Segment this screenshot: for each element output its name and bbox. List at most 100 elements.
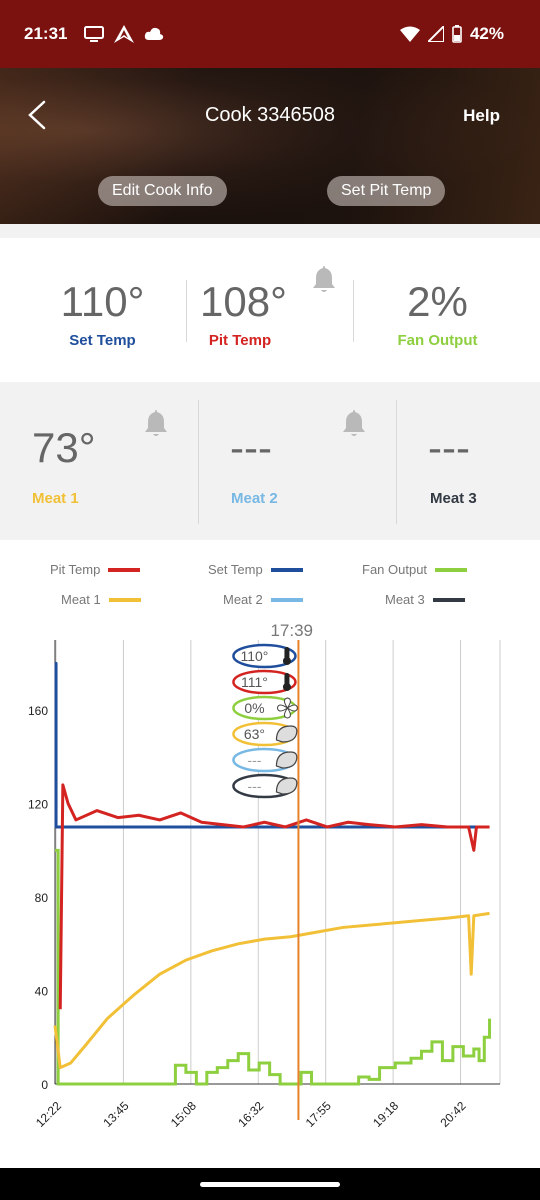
set-temp-value: 110°: [60, 278, 145, 325]
meat-icon: [275, 725, 298, 743]
legend-swatch: [270, 567, 303, 572]
meat-2-label: Meat 2: [231, 490, 278, 507]
x-tick-label: 12:22: [33, 1098, 64, 1129]
legend-label: Set Temp: [208, 562, 263, 577]
y-tick-label: 120: [28, 798, 48, 812]
y-tick-label: 160: [28, 704, 48, 718]
meat-2-value: ---: [230, 424, 272, 471]
battery-percent: 42%: [469, 24, 504, 43]
series-line-set-temp: [54, 661, 490, 829]
chart-svg[interactable]: 12:22 13:45 15:08 16:32 17:55 19:18 20:42 0 40 80…: [0, 540, 540, 1168]
x-tick-label: 16:32: [235, 1098, 266, 1129]
legend-item[interactable]: Fan Output: [362, 562, 468, 577]
meat-1-alarm-bell-icon[interactable]: [143, 408, 169, 438]
status-notification-icons: [84, 25, 164, 43]
help-button[interactable]: Help: [463, 106, 500, 125]
cursor-value-text: ---: [247, 752, 261, 768]
wifi-icon: [399, 26, 420, 42]
legend-label: Fan Output: [362, 562, 428, 577]
cursor-time: 17:39: [270, 621, 313, 640]
thermometer-icon: [284, 673, 290, 686]
series-line-meat-1: [53, 911, 490, 1070]
meat-2-alarm-bell-icon[interactable]: [341, 408, 367, 438]
cursor-value-text: 110°: [240, 648, 268, 664]
section-spacer: [0, 224, 540, 238]
home-gesture-handle[interactable]: [200, 1182, 340, 1187]
battery-icon: [452, 25, 462, 43]
cursor-value-badge: [232, 669, 297, 695]
fan-output-stat[interactable]: 2% Fan Output: [385, 278, 490, 349]
temperature-chart: Pit Temp Set Temp Fan Output Meat 1 Meat 2 Me…: [0, 540, 540, 1168]
cursor-value-text: ---: [247, 778, 261, 794]
fan-output-label: Fan Output: [397, 332, 478, 349]
meat-1-label: Meat 1: [32, 490, 79, 507]
pit-temp-stat[interactable]: 108° Pit Temp: [200, 278, 287, 349]
legend-label: Meat 1: [61, 592, 101, 607]
cast-icon: [84, 26, 104, 42]
arrow-logo-icon: [114, 25, 134, 43]
back-arrow-icon[interactable]: [22, 98, 52, 132]
meat-2-panel[interactable]: --- Meat 2: [199, 382, 396, 540]
series-line-pit-temp: [58, 783, 490, 1010]
x-tick-label: 20:42: [438, 1098, 469, 1129]
legend-item[interactable]: Meat 3: [385, 592, 465, 607]
legend-label: Pit Temp: [50, 562, 101, 577]
pit-temp-value: 108°: [200, 278, 287, 325]
legend-swatch: [432, 597, 465, 602]
cursor-value-text: 63°: [244, 726, 265, 742]
status-time: 21:31: [24, 24, 68, 43]
navigation-bar: [0, 1168, 540, 1200]
meat-icon: [275, 751, 298, 769]
legend-swatch: [108, 597, 141, 602]
legend-swatch: [108, 567, 141, 572]
x-tick-label: 13:45: [100, 1098, 131, 1129]
cursor-value-badge: [232, 643, 297, 669]
series-line-fan-output: [55, 848, 492, 1086]
legend-item[interactable]: Set Temp: [208, 562, 303, 577]
pit-alarm-bell-icon[interactable]: [311, 264, 337, 294]
cursor-value-text: 0%: [244, 700, 264, 716]
divider: [353, 280, 354, 342]
signal-icon: [427, 26, 444, 42]
status-right: 42%: [399, 24, 504, 44]
legend-label: Meat 2: [223, 592, 263, 607]
divider: [198, 400, 199, 524]
y-tick-label: 40: [35, 985, 49, 999]
header: Cook 3346508 Help Edit Cook Info Set Pit…: [0, 68, 540, 224]
x-tick-label: 15:08: [168, 1098, 199, 1129]
thermometer-icon: [284, 647, 290, 660]
meat-1-value: 73°: [32, 424, 96, 471]
page-title: Cook 3346508: [204, 104, 336, 126]
meat-3-value: ---: [428, 424, 470, 471]
cursor-value-text: 111°: [241, 674, 268, 690]
meat-icon: [275, 777, 298, 795]
legend-item[interactable]: Pit Temp: [50, 562, 141, 577]
legend-item[interactable]: Meat 1: [61, 592, 141, 607]
edit-cook-info-button[interactable]: Edit Cook Info: [98, 176, 227, 206]
meat-3-label: Meat 3: [430, 490, 477, 507]
y-tick-label: 0: [41, 1078, 48, 1092]
fan-output-value: 2%: [407, 278, 468, 325]
thermometer-icon: [282, 683, 291, 691]
meat-3-panel[interactable]: --- Meat 3: [397, 382, 540, 540]
status-bar: 21:31 42%: [0, 0, 540, 68]
temperature-stats: 110° Set Temp 108° Pit Temp 2% Fan Outpu…: [0, 238, 540, 382]
x-tick-label: 17:55: [303, 1098, 334, 1129]
legend-swatch: [270, 597, 303, 602]
legend-label: Meat 3: [385, 592, 425, 607]
divider: [396, 400, 397, 524]
thermometer-icon: [282, 657, 291, 665]
set-temp-stat[interactable]: 110° Set Temp: [55, 278, 150, 349]
meat-probes: 73° Meat 1 --- Meat 2 --- Meat 3: [0, 382, 540, 540]
divider: [186, 280, 187, 342]
fan-icon: [276, 697, 298, 719]
legend-swatch: [435, 567, 468, 572]
set-temp-label: Set Temp: [69, 332, 136, 349]
meat-1-panel[interactable]: 73° Meat 1: [0, 382, 198, 540]
pit-temp-label: Pit Temp: [208, 332, 272, 349]
y-tick-label: 80: [35, 891, 49, 905]
set-pit-temp-button[interactable]: Set Pit Temp: [327, 176, 446, 206]
cloud-icon: [144, 27, 164, 40]
legend-item[interactable]: Meat 2: [223, 592, 303, 607]
x-tick-label: 19:18: [370, 1098, 401, 1129]
